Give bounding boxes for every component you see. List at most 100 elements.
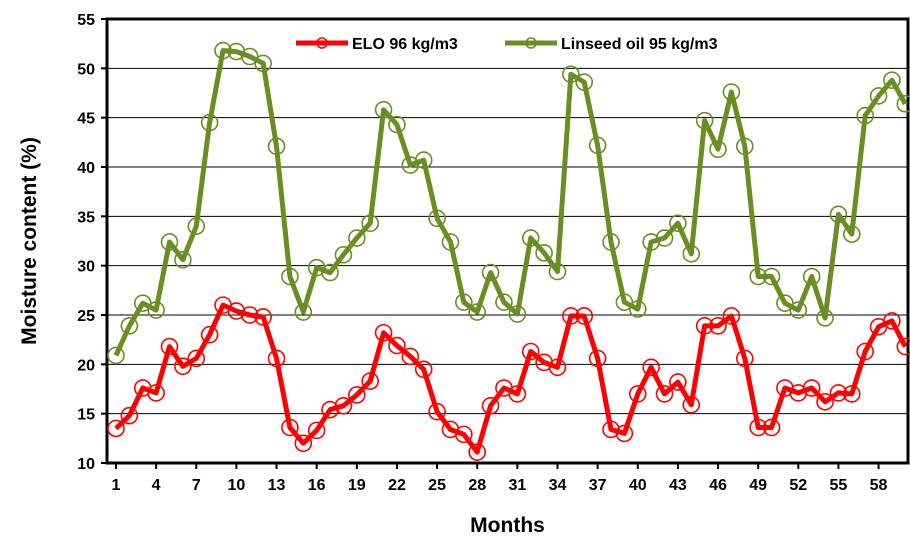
x-tick-label: 58: [870, 477, 888, 494]
data-point: [254, 308, 272, 326]
x-tick-label: 28: [468, 477, 486, 494]
data-point: [428, 209, 446, 228]
data-point: [562, 307, 580, 325]
data-point: [200, 325, 219, 344]
x-tick-label: 40: [629, 477, 647, 494]
data-point: [535, 244, 553, 262]
data-point: [575, 73, 594, 91]
x-tick-label: 46: [709, 477, 727, 494]
data-point: [735, 349, 754, 368]
data-point: [682, 395, 701, 414]
x-tick-label: 4: [152, 477, 161, 494]
legend-marker: [525, 37, 537, 49]
x-tick-label: 22: [388, 477, 406, 494]
data-point: [749, 418, 767, 437]
data-point: [562, 65, 580, 84]
data-point: [749, 267, 767, 286]
data-point: [508, 305, 527, 323]
y-axis-ticks: 10 15 20 25 30 35 40 45 50 55: [77, 12, 107, 473]
series-line: [113, 48, 908, 357]
data-point: [481, 263, 500, 282]
data-point: [200, 113, 219, 132]
y-tick-label: 15: [77, 407, 95, 424]
data-point: [147, 301, 165, 319]
data-point: [160, 337, 179, 356]
data-point: [883, 312, 901, 330]
data-point: [843, 225, 861, 243]
data-point: [762, 267, 781, 286]
data-point: [695, 111, 714, 130]
data-point: [548, 358, 567, 377]
data-point: [843, 385, 861, 403]
data-point: [428, 402, 446, 421]
data-point: [588, 349, 607, 368]
gridlines: [107, 67, 908, 415]
data-point: [682, 245, 701, 263]
legend: ELO 96 kg/m3 Linseed oil 95 kg/m3: [293, 30, 788, 56]
y-axis-title: Moisture content (%): [18, 137, 41, 345]
data-point: [120, 406, 139, 425]
y-tick-label: 35: [77, 209, 95, 226]
x-axis-ticks: 1 4 7 10 13 16 19 22 25 28 31 34 37 40 43 46 49 52 55 58: [112, 463, 888, 494]
data-point: [120, 317, 139, 335]
data-point: [388, 115, 406, 134]
y-tick-label: 30: [77, 259, 95, 276]
data-point: [281, 267, 299, 286]
data-point: [655, 385, 674, 403]
data-point: [334, 396, 353, 415]
data-point: [187, 217, 206, 235]
x-tick-label: 1: [112, 477, 121, 494]
series-line: [114, 302, 908, 455]
x-tick-label: 43: [669, 477, 687, 494]
series-2: [107, 41, 910, 365]
data-point: [254, 54, 272, 73]
data-point: [762, 418, 781, 437]
data-point: [414, 360, 433, 379]
data-point: [642, 358, 660, 377]
data-point: [709, 317, 727, 335]
data-point: [602, 420, 620, 439]
y-tick-label: 45: [77, 111, 95, 128]
x-tick-label: 49: [749, 477, 767, 494]
data-point: [896, 95, 910, 113]
y-tick-label: 25: [77, 308, 95, 325]
legend-marker: [316, 37, 328, 49]
data-point: [802, 267, 821, 286]
data-point: [642, 233, 660, 251]
data-point: [722, 307, 741, 325]
data-point: [388, 336, 406, 355]
data-point: [856, 106, 874, 125]
data-point: [722, 83, 741, 101]
data-point: [508, 385, 527, 403]
data-point: [267, 349, 286, 368]
data-point: [602, 233, 620, 251]
x-tick-label: 13: [268, 477, 286, 494]
data-point: [240, 306, 259, 324]
data-point: [214, 41, 232, 60]
data-point: [789, 301, 808, 319]
data-point: [869, 87, 888, 105]
data-point: [548, 262, 567, 281]
y-tick-label: 55: [77, 12, 95, 29]
data-point: [374, 323, 393, 342]
data-point: [227, 302, 246, 320]
data-point: [521, 229, 540, 247]
x-tick-label: 52: [789, 477, 807, 494]
data-point: [294, 434, 313, 453]
data-point: [802, 379, 821, 397]
data-point: [521, 342, 540, 361]
data-point: [816, 393, 834, 411]
legend-item-2: Linseed oil 95 kg/m3: [505, 36, 718, 53]
data-point: [816, 309, 834, 327]
data-point: [628, 300, 647, 318]
data-point: [829, 205, 848, 224]
data-point: [307, 421, 326, 440]
data-point: [174, 357, 192, 376]
data-point: [695, 317, 714, 335]
x-axis-title: Months: [470, 514, 545, 537]
legend-item-1: ELO 96 kg/m3: [296, 36, 458, 53]
data-point: [896, 337, 910, 356]
legend-label: ELO 96 kg/m3: [352, 36, 458, 53]
data-point: [709, 140, 727, 159]
